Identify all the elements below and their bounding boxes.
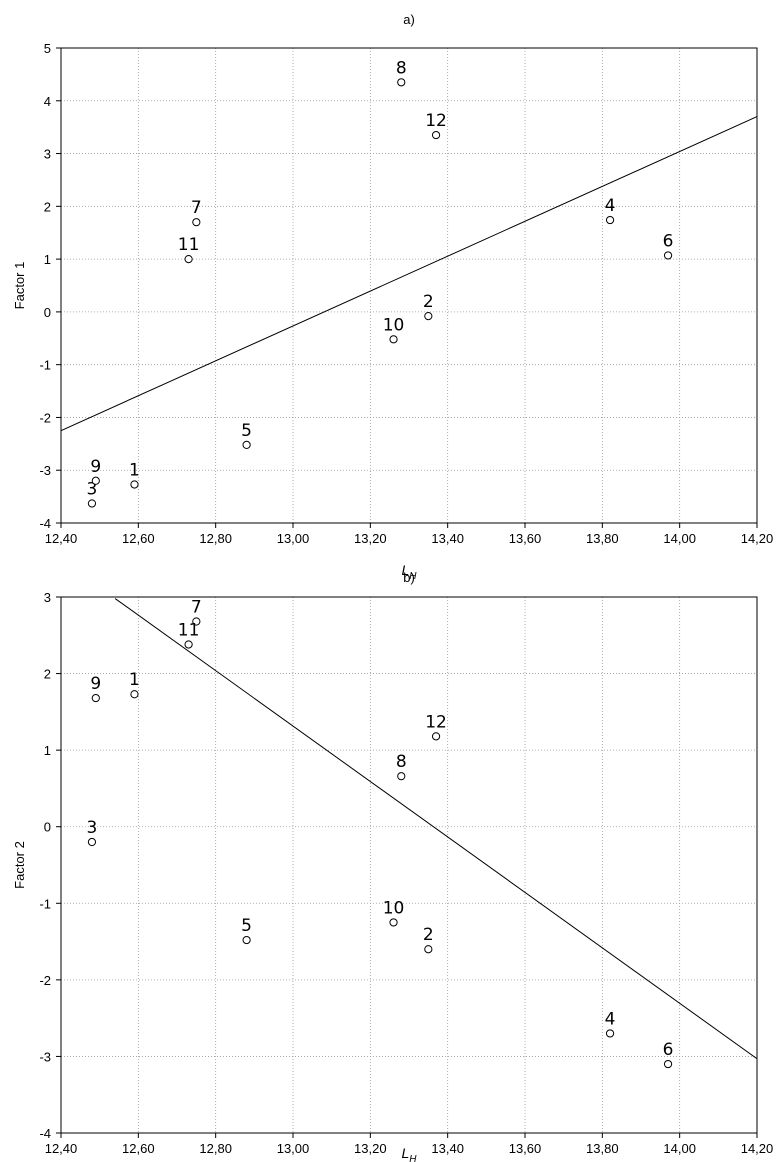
point-label-11: 11: [178, 620, 200, 640]
x-tick-label: 13,00: [277, 1141, 310, 1156]
x-tick-label: 14,00: [663, 531, 696, 546]
plot-frame: [60, 596, 758, 1134]
data-point-1: [130, 480, 139, 489]
x-tick-label: 13,60: [509, 531, 542, 546]
data-point-11: [184, 640, 193, 649]
data-point-8: [397, 78, 406, 87]
y-tick-label: 1: [44, 743, 51, 758]
y-tick-label: -3: [39, 463, 51, 478]
point-label-9: 9: [90, 457, 101, 477]
y-tick-label: 0: [44, 820, 51, 835]
point-label-8: 8: [396, 58, 407, 78]
y-tick-label: -1: [39, 896, 51, 911]
y-tick-label: -2: [39, 973, 51, 988]
x-tick-label: 13,80: [586, 531, 619, 546]
chart-title-a: a): [403, 12, 415, 27]
point-label-3: 3: [87, 818, 98, 838]
fit-line: [61, 116, 757, 432]
y-tick-label: 2: [44, 667, 51, 682]
point-label-12: 12: [425, 111, 447, 131]
point-label-11: 11: [178, 235, 200, 255]
data-point-6: [663, 251, 673, 260]
data-point-6: [663, 1059, 673, 1069]
point-label-10: 10: [383, 898, 405, 918]
fit-line: [114, 598, 757, 1060]
data-point-7: [192, 218, 201, 227]
data-point-9: [91, 693, 100, 703]
data-point-2: [424, 312, 433, 321]
y-tick-label: -4: [39, 516, 51, 531]
point-label-7: 7: [191, 598, 202, 618]
x-tick-label: 12,80: [199, 1141, 232, 1156]
x-axis-label: LH: [401, 1145, 417, 1162]
y-tick-label: 0: [44, 305, 51, 320]
data-point-5: [242, 440, 251, 449]
y-tick-label: 4: [44, 94, 51, 109]
data-point-5: [242, 935, 251, 945]
x-tick-label: 12,40: [45, 1141, 78, 1156]
data-point-8: [397, 772, 406, 781]
point-label-5: 5: [241, 916, 252, 936]
point-label-8: 8: [396, 752, 407, 772]
point-label-7: 7: [191, 198, 202, 218]
data-point-10: [389, 918, 398, 927]
x-tick-label: 12,80: [199, 531, 232, 546]
data-point-11: [184, 255, 193, 264]
point-label-4: 4: [605, 1009, 616, 1029]
plot-frame: [60, 47, 758, 524]
point-label-1: 1: [129, 460, 140, 480]
chart-title-b: b): [403, 570, 415, 585]
chart-panel-a: a) 12,40 12,60 12,80 13,00 13,20 13,40 13,60 13,…: [12, 12, 773, 582]
y-tick-label: 1: [44, 252, 51, 267]
y-tick-label: -3: [39, 1049, 51, 1064]
x-tick-label: 13,00: [277, 531, 310, 546]
y-tick-label: 3: [44, 147, 51, 162]
point-label-1: 1: [129, 670, 140, 690]
data-point-7: [192, 617, 201, 626]
y-tick-label: -2: [39, 410, 51, 425]
point-label-6: 6: [663, 231, 674, 251]
chart-panel-b: b) 12,40 12,60 12,80 13,00 13,20 13,40 13,60 13,…: [12, 570, 773, 1162]
x-tick-label: 13,40: [431, 531, 464, 546]
y-tick-label: 5: [44, 41, 51, 56]
data-point-2: [424, 945, 433, 954]
x-tick-label: 13,20: [354, 531, 387, 546]
x-tick-label: 13,60: [509, 1141, 542, 1156]
data-point-4: [605, 215, 615, 225]
point-label-4: 4: [605, 196, 616, 216]
point-label-3: 3: [87, 479, 98, 499]
x-tick-label: 14,00: [663, 1141, 696, 1156]
data-point-12: [431, 732, 441, 741]
data-point-12: [431, 130, 441, 140]
point-label-9: 9: [90, 674, 101, 694]
y-tick-label: -1: [39, 358, 51, 373]
x-axis-label: LH: [401, 562, 417, 582]
x-tick-label: 14,20: [741, 1141, 774, 1156]
point-label-2: 2: [423, 925, 434, 945]
x-tick-label: 12,60: [122, 1141, 155, 1156]
point-label-5: 5: [241, 421, 252, 441]
data-point-3: [87, 499, 97, 508]
data-point-3: [87, 837, 97, 847]
y-tick-label: 3: [44, 590, 51, 605]
data-point-10: [389, 335, 398, 344]
x-tick-label: 13,40: [431, 1141, 464, 1156]
y-axis-label: Factor 2: [12, 841, 27, 889]
data-point-9: [91, 476, 100, 485]
data-point-4: [605, 1029, 615, 1038]
y-tick-label: 2: [44, 199, 51, 214]
point-label-12: 12: [425, 712, 447, 732]
point-label-10: 10: [383, 315, 405, 335]
x-tick-label: 12,40: [45, 531, 78, 546]
y-axis-label: Factor 1: [12, 262, 27, 310]
point-label-6: 6: [663, 1040, 674, 1060]
x-tick-label: 14,20: [741, 531, 774, 546]
y-tick-label: -4: [39, 1126, 51, 1141]
point-label-2: 2: [423, 292, 434, 312]
x-tick-label: 13,20: [354, 1141, 387, 1156]
data-point-1: [130, 690, 139, 699]
x-tick-label: 13,80: [586, 1141, 619, 1156]
x-tick-label: 12,60: [122, 531, 155, 546]
